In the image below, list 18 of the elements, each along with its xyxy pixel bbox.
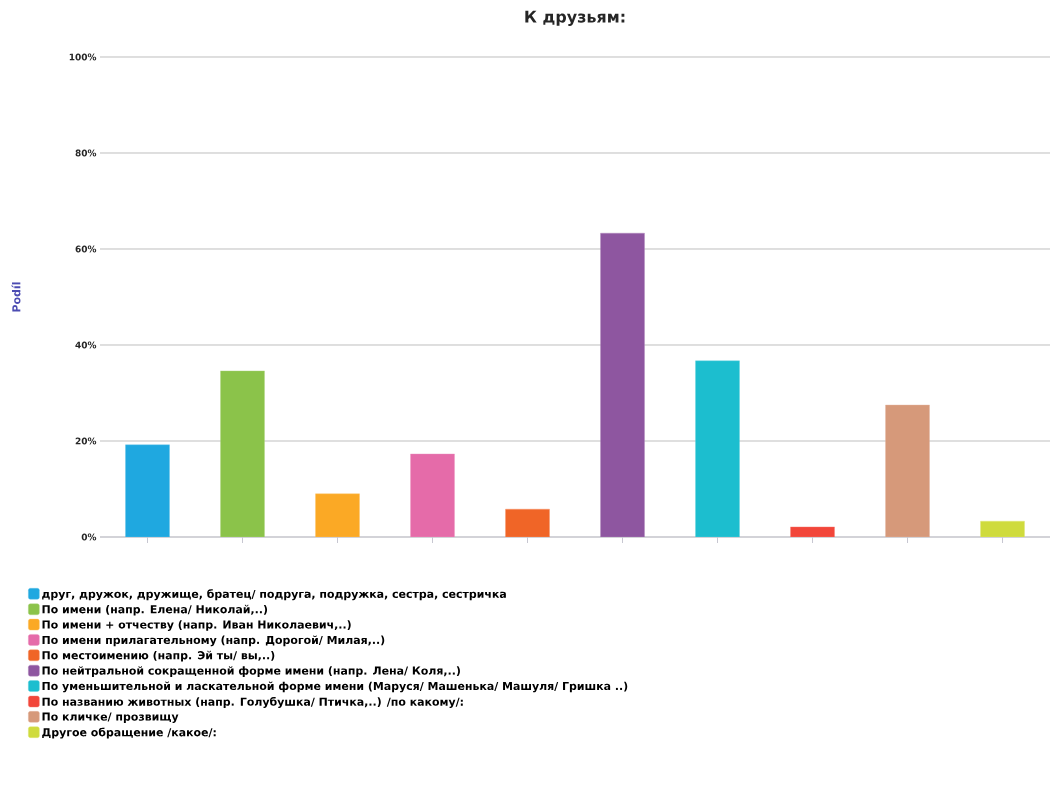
legend-label: Другое обращение /какое/: bbox=[42, 727, 216, 739]
y-axis-title: Podíl bbox=[11, 282, 21, 312]
legend-label: По местоимению (напр. Эй ты/ вы,..) bbox=[42, 650, 275, 662]
y-tick-label: 20% bbox=[75, 437, 97, 445]
legend-label: друг, дружок, дружище, братец/ подруга, подружка, сестра, сестричка bbox=[42, 589, 506, 601]
y-tick-label: 60% bbox=[75, 245, 97, 253]
legend-label: По имени + отчеству (напр. Иван Николаевич,..) bbox=[42, 620, 351, 631]
legend-label: По имени (напр. Елена/ Николай,..) bbox=[42, 604, 268, 616]
legend-label: По уменьшительной и ласкательной форме имени (Маруся/ Машенька/ Машуля/ Гришка ..) bbox=[42, 681, 628, 693]
y-tick-label: 40% bbox=[75, 341, 97, 349]
legend-label: По названию животных (напр. Голубушка/ Птичка,..) /по какому/: bbox=[42, 696, 463, 708]
chart-title: К друзьям: bbox=[525, 10, 625, 26]
legend-label: По нейтральной сокращенной форме имени (напр. Лена/ Коля,..) bbox=[42, 666, 460, 677]
y-tick-label: 0% bbox=[81, 533, 97, 541]
legend-label: По кличке/ прозвищу bbox=[42, 712, 179, 723]
y-tick-label: 100% bbox=[69, 53, 97, 61]
y-tick-label: 80% bbox=[75, 149, 97, 157]
legend-label: По имени прилагательному (напр. Дорогой/ Милая,..) bbox=[42, 635, 385, 647]
